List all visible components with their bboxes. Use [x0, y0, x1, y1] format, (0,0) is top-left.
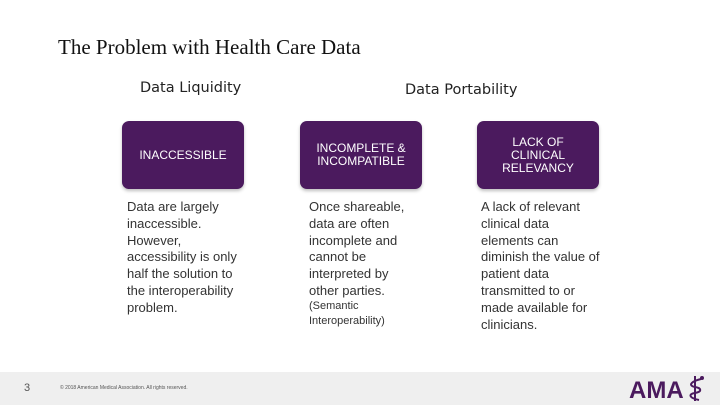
copyright-text: © 2018 American Medical Association. All…: [60, 385, 188, 391]
incomplete-incompatible-box: INCOMPLETE & INCOMPATIBLE: [300, 121, 422, 189]
ama-logo: AMA: [629, 376, 704, 402]
inaccessible-label: INACCESSIBLE: [139, 147, 227, 162]
slide-number: 3: [24, 382, 31, 394]
relevancy-description: A lack of relevant clinical data element…: [481, 199, 600, 332]
ama-logo-text: AMA: [629, 377, 684, 402]
slide-title: The Problem with Health Care Data: [58, 35, 361, 59]
inaccessible-box: INACCESSIBLE: [122, 121, 244, 189]
semantic-interoperability-note: (Semantic Interoperability): [309, 300, 385, 327]
lack-of-clinical-relevancy-box: LACK OF CLINICAL RELEVANCY: [477, 121, 599, 189]
incomplete-incompatible-label: INCOMPLETE & INCOMPATIBLE: [316, 141, 406, 168]
footer-bar: [0, 372, 720, 405]
liquidity-description: Data are largely inaccessible. However, …: [127, 199, 237, 315]
staff-of-asclepius-icon: [689, 376, 704, 401]
portability-description: Once shareable, data are often incomplet…: [309, 199, 405, 298]
data-portability-heading: Data Portability: [405, 82, 518, 98]
data-liquidity-heading: Data Liquidity: [140, 80, 242, 96]
lack-of-clinical-relevancy-label: LACK OF CLINICAL RELEVANCY: [502, 134, 574, 175]
